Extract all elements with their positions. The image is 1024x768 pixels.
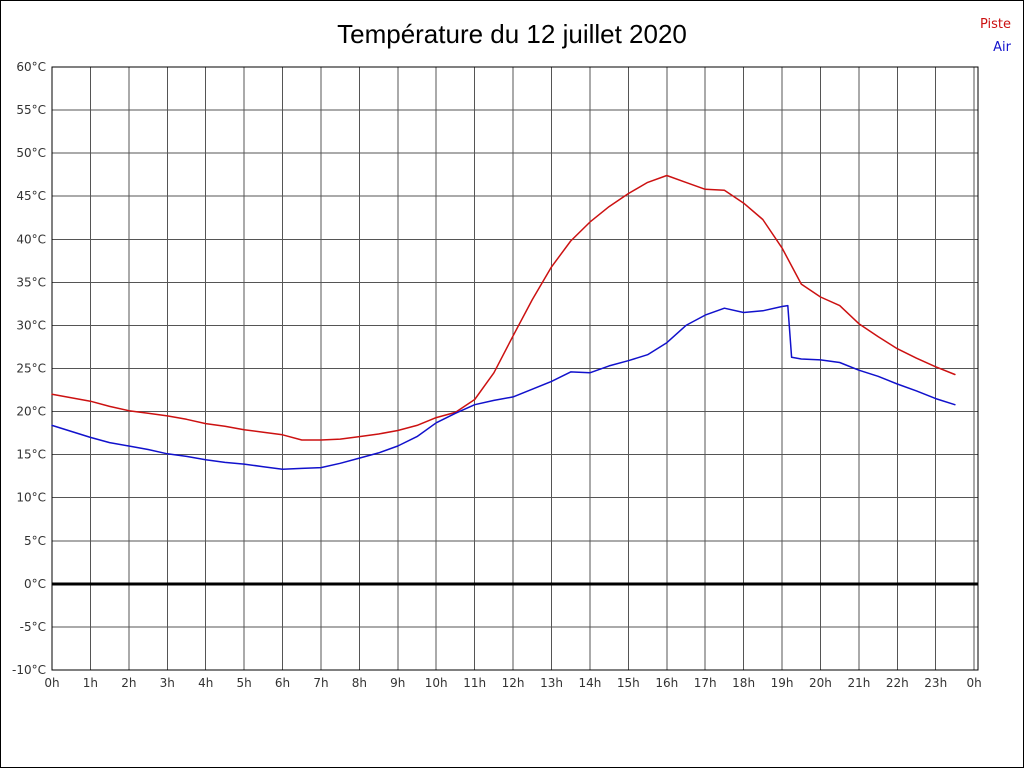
x-axis-tick-label: 22h: [886, 676, 909, 690]
y-axis-tick-label: 15°C: [16, 448, 46, 462]
x-axis-tick-label: 12h: [502, 676, 525, 690]
x-axis-tick-label: 6h: [275, 676, 290, 690]
x-axis-tick-label: 5h: [236, 676, 251, 690]
y-axis-tick-label: -10°C: [12, 663, 46, 677]
legend-item-air: Air: [993, 40, 1011, 55]
x-axis-tick-label: 2h: [121, 676, 136, 690]
y-axis-tick-label: 45°C: [16, 189, 46, 203]
x-axis-tick-label: 11h: [463, 676, 486, 690]
x-axis-tick-label: 8h: [352, 676, 367, 690]
x-axis-tick-label: 0h: [967, 676, 982, 690]
y-axis-tick-label: 5°C: [24, 534, 46, 548]
y-axis-tick-label: 30°C: [16, 318, 46, 332]
y-axis-tick-label: 55°C: [16, 103, 46, 117]
chart-title: Température du 12 juillet 2020: [337, 19, 687, 49]
x-axis-tick-label: 17h: [694, 676, 717, 690]
x-axis-tick-label: 7h: [313, 676, 328, 690]
x-axis-tick-label: 20h: [809, 676, 832, 690]
y-axis-tick-label: 40°C: [16, 232, 46, 246]
x-axis-tick-label: 13h: [540, 676, 563, 690]
x-axis-tick-label: 10h: [425, 676, 448, 690]
x-axis-tick-label: 4h: [198, 676, 213, 690]
y-axis-tick-label: 20°C: [16, 405, 46, 419]
x-axis-tick-label: 9h: [390, 676, 405, 690]
y-axis-tick-label: 35°C: [16, 275, 46, 289]
y-axis-tick-label: 0°C: [24, 577, 46, 591]
x-axis-tick-label: 15h: [617, 676, 640, 690]
x-axis-tick-label: 3h: [160, 676, 175, 690]
x-axis-tick-label: 16h: [655, 676, 678, 690]
y-axis-tick-label: 25°C: [16, 362, 46, 376]
x-axis-tick-label: 21h: [847, 676, 870, 690]
x-axis-tick-label: 23h: [924, 676, 947, 690]
air-series-line: [51, 304, 956, 471]
y-axis-tick-label: 10°C: [16, 491, 46, 505]
plot-border: [51, 66, 979, 671]
legend-item-piste: Piste: [979, 17, 1011, 32]
x-axis-tick-label: 18h: [732, 676, 755, 690]
piste-series-line: [51, 174, 956, 441]
y-axis-tick-label: 50°C: [16, 146, 46, 160]
x-axis-tick-label: 1h: [83, 676, 98, 690]
y-axis-tick-label: -5°C: [20, 620, 46, 634]
y-axis-tick-label: 60°C: [16, 60, 46, 74]
chart-legend: Piste Air: [980, 13, 1011, 59]
x-axis-tick-label: 14h: [578, 676, 601, 690]
x-axis-tick-label: 19h: [771, 676, 794, 690]
x-axis-tick-label: 0h: [44, 676, 59, 690]
